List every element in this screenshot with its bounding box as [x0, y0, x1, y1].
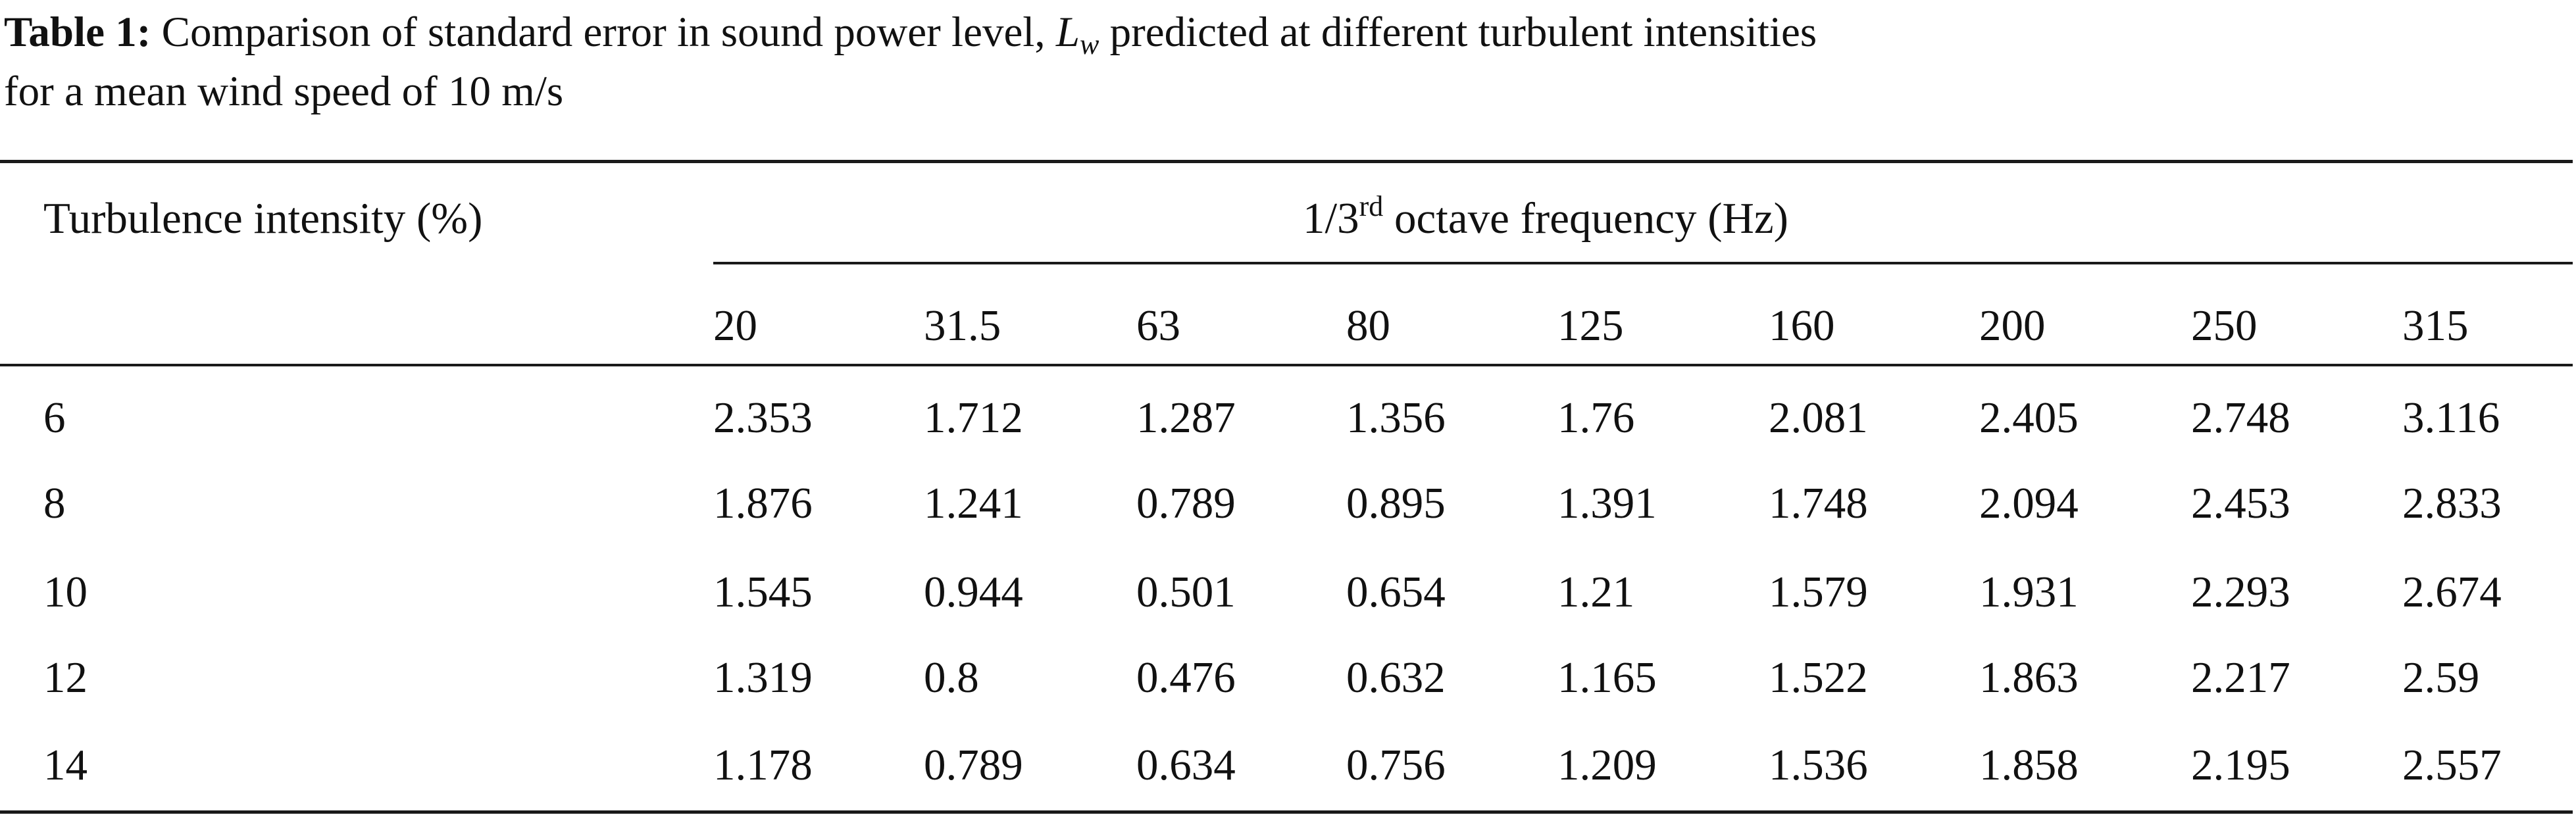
value-cell: 1.863	[1979, 653, 2079, 702]
header-rule	[0, 364, 2573, 366]
value-cell: 1.76	[1557, 393, 1635, 442]
intensity-cell: 12	[43, 653, 88, 702]
value-cell: 0.654	[1346, 568, 1446, 616]
value-cell: 0.789	[1136, 479, 1236, 528]
value-cell: 0.632	[1346, 653, 1446, 702]
value-cell: 2.833	[2402, 479, 2502, 528]
intensity-cell: 6	[43, 393, 66, 442]
caption-symbol: Lw	[1055, 9, 1099, 61]
frequency-header: 200	[1979, 301, 2046, 350]
frequency-header: 315	[2402, 301, 2469, 350]
frequency-header: 125	[1557, 301, 1624, 350]
value-cell: 1.241	[924, 479, 1023, 528]
value-cell: 1.356	[1346, 393, 1446, 442]
value-cell: 2.748	[2191, 393, 2290, 442]
value-cell: 2.094	[1979, 479, 2079, 528]
value-cell: 0.944	[924, 568, 1023, 616]
value-cell: 1.579	[1769, 568, 1868, 616]
caption-symbol-subscript: w	[1080, 28, 1099, 61]
value-cell: 1.209	[1557, 741, 1657, 789]
frequency-header: 80	[1346, 301, 1390, 350]
value-cell: 2.293	[2191, 568, 2290, 616]
value-cell: 1.536	[1769, 741, 1868, 789]
value-cell: 1.748	[1769, 479, 1868, 528]
value-cell: 1.319	[713, 653, 813, 702]
top-rule	[0, 160, 2573, 163]
value-cell: 0.476	[1136, 653, 1236, 702]
value-cell: 1.21	[1557, 568, 1635, 616]
value-cell: 2.405	[1979, 393, 2079, 442]
value-cell: 0.501	[1136, 568, 1236, 616]
value-cell: 0.8	[924, 653, 979, 702]
frequency-header: 160	[1769, 301, 1835, 350]
value-cell: 2.674	[2402, 568, 2502, 616]
frequency-header: 250	[2191, 301, 2258, 350]
table-caption: Table 1: Comparison of standard error in…	[4, 3, 2570, 121]
intensity-cell: 8	[43, 479, 66, 528]
group-header-superscript: rd	[1359, 190, 1384, 222]
value-cell: 0.634	[1136, 741, 1236, 789]
value-cell: 1.165	[1557, 653, 1657, 702]
value-cell: 2.59	[2402, 653, 2480, 702]
value-cell: 1.712	[924, 393, 1023, 442]
value-cell: 3.116	[2402, 393, 2500, 442]
frequency-header: 31.5	[924, 301, 1001, 350]
frequency-header: 20	[713, 301, 757, 350]
value-cell: 2.353	[713, 393, 813, 442]
value-cell: 1.858	[1979, 741, 2079, 789]
group-header: 1/3rd octave frequency (Hz)	[1303, 190, 1788, 243]
value-cell: 2.453	[2191, 479, 2290, 528]
intensity-cell: 10	[43, 568, 88, 616]
caption-text-end: predicted at different turbulent intensi…	[1109, 9, 1817, 56]
value-cell: 0.789	[924, 741, 1023, 789]
row-header: Turbulence intensity (%)	[43, 194, 483, 243]
value-cell: 2.081	[1769, 393, 1868, 442]
bottom-rule	[0, 810, 2573, 814]
value-cell: 2.195	[2191, 741, 2290, 789]
value-cell: 1.391	[1557, 479, 1657, 528]
value-cell: 1.178	[713, 741, 813, 789]
intensity-cell: 14	[43, 741, 88, 789]
caption-text-start: Comparison of standard error in sound po…	[161, 9, 1046, 56]
value-cell: 1.522	[1769, 653, 1868, 702]
value-cell: 1.876	[713, 479, 813, 528]
value-cell: 1.287	[1136, 393, 1236, 442]
caption-label: Table 1:	[4, 9, 151, 56]
caption-text-line2: for a mean wind speed of 10 m/s	[4, 68, 564, 115]
value-cell: 0.895	[1346, 479, 1446, 528]
value-cell: 1.931	[1979, 568, 2079, 616]
value-cell: 2.217	[2191, 653, 2290, 702]
value-cell: 0.756	[1346, 741, 1446, 789]
frequency-header: 63	[1136, 301, 1180, 350]
group-rule	[713, 262, 2573, 264]
value-cell: 1.545	[713, 568, 813, 616]
value-cell: 2.557	[2402, 741, 2502, 789]
